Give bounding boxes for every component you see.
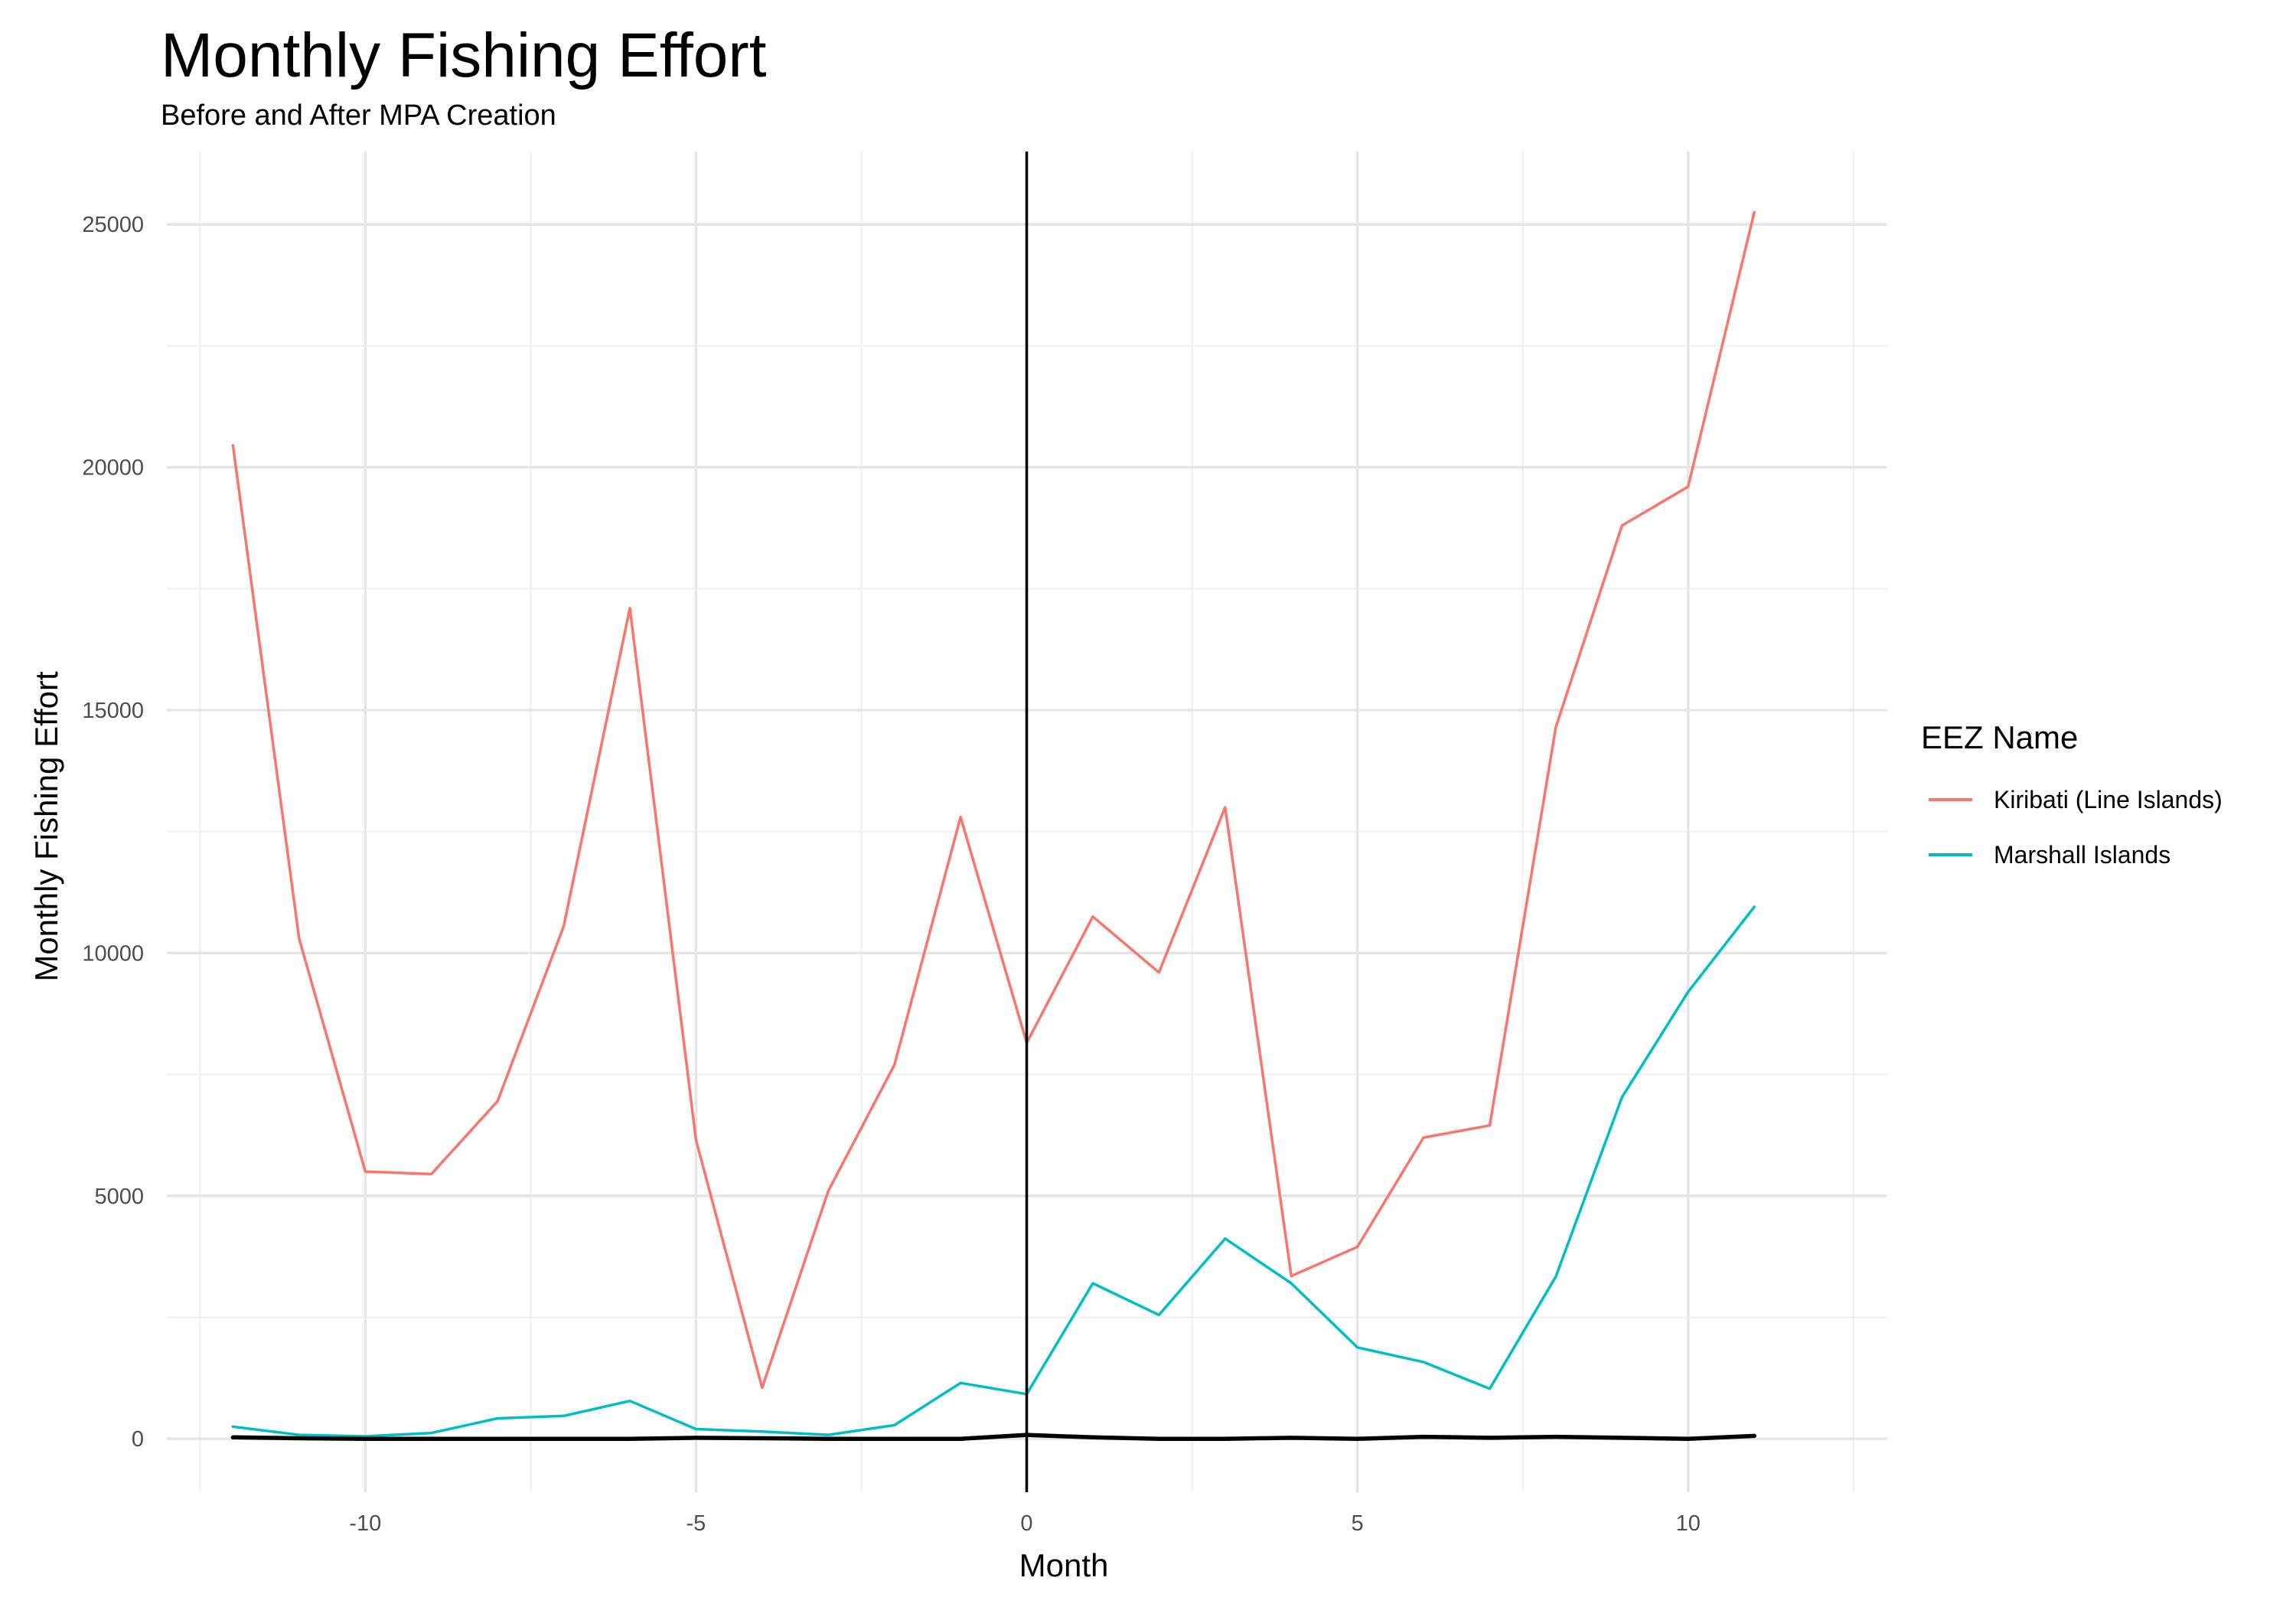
x-axis-ticks: -10 -5 0 5 10 — [349, 1511, 1701, 1536]
chart-title: Monthly Fishing Effort — [161, 21, 767, 90]
legend-label: Marshall Islands — [1994, 841, 2170, 869]
y-tick-label: 0 — [132, 1427, 144, 1452]
y-tick-label: 5000 — [94, 1185, 144, 1209]
legend: EEZ Name Kiribati (Line Islands) Marshall… — [1921, 719, 2223, 869]
y-tick-label: 20000 — [82, 456, 144, 481]
series-line-kiribati-line-islands — [231, 210, 1756, 1390]
x-tick-label: -5 — [686, 1511, 706, 1536]
y-axis-title: Monthly Fishing Effort — [28, 671, 64, 982]
x-tick-label: -10 — [349, 1511, 381, 1536]
x-axis-title: Month — [1019, 1547, 1109, 1583]
series-line-marshall-islands — [231, 905, 1756, 1438]
y-axis-ticks: 0 5000 10000 15000 20000 25000 — [82, 213, 144, 1452]
y-tick-label: 25000 — [82, 213, 144, 237]
x-tick-label: 5 — [1352, 1511, 1364, 1536]
x-tick-label: 10 — [1676, 1511, 1701, 1536]
chart-subtitle: Before and After MPA Creation — [161, 99, 556, 132]
legend-title: EEZ Name — [1921, 719, 2078, 755]
series-line-total — [230, 1433, 1756, 1441]
x-tick-label: 0 — [1020, 1511, 1032, 1536]
y-tick-label: 10000 — [82, 941, 144, 966]
legend-items: Kiribati (Line Islands) Marshall Islands — [1929, 786, 2223, 869]
legend-label: Kiribati (Line Islands) — [1994, 786, 2223, 813]
plot-area — [167, 152, 1887, 1492]
y-tick-label: 15000 — [82, 699, 144, 723]
series-lines — [230, 210, 1756, 1441]
